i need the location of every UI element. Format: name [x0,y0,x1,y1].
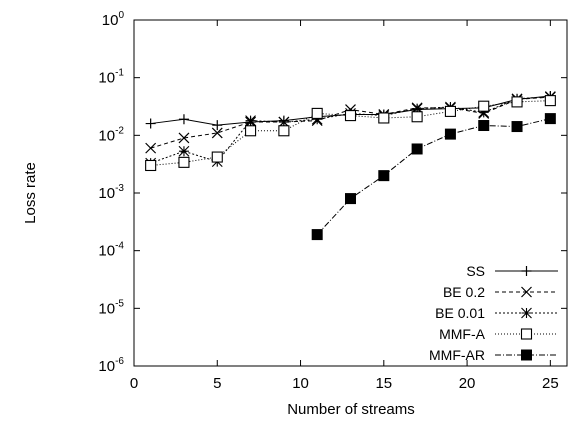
y-axis-title: Loss rate [22,162,39,224]
y-tick-base: 10 [98,127,115,144]
data-point-mmf-ar [345,193,356,205]
data-point-be-0-2 [145,142,157,154]
y-tick-exponent: -2 [115,125,124,136]
data-point-be-0-01 [178,145,190,157]
x-tick-label: 20 [459,375,476,392]
y-tick-label: 10-1 [98,68,124,87]
data-point-mmf-a [378,112,390,124]
data-point-ss [178,114,189,125]
data-point-mmf-ar [478,120,490,132]
legend-swatch-marker [520,328,533,340]
y-tick-base: 10 [102,12,119,29]
x-tick-label: 10 [292,375,309,392]
data-point-mmf-a [311,107,323,119]
series-line-be-0-2 [150,96,551,149]
y-tick-label: 10-6 [98,356,124,375]
data-point-mmf-a [178,156,190,168]
data-point-ss [212,120,223,131]
legend-entry-be-0-2: BE 0.2 [443,284,558,300]
legend-label: BE 0.01 [435,305,485,321]
data-point-mmf-ar [444,128,456,140]
legend-swatch-marker [521,349,532,361]
data-point-mmf-ar [411,143,423,155]
legend-entry-mmf-a: MMF-A [439,326,558,342]
data-point-be-0-2 [211,127,223,139]
data-point-be-0-01 [411,103,423,115]
y-tick-base: 10 [98,243,115,260]
y-tick-label: 100 [102,10,125,29]
data-point-mmf-a [444,105,456,117]
y-tick-label: 10-4 [98,241,124,260]
legend-entry-be-0-01: BE 0.01 [435,305,558,321]
legend-swatch-marker [521,307,532,319]
data-point-mmf-a [411,111,423,123]
y-tick-label: 10-3 [98,183,124,202]
x-tick-label: 5 [213,375,221,392]
legend-swatch-marker [521,286,532,298]
series-be-0-2 [145,91,556,154]
data-point-be-0-01 [245,115,256,127]
data-point-be-0-01 [478,106,490,118]
y-tick-base: 10 [98,358,115,375]
series-mmf-a [145,95,556,172]
legend-label: MMF-A [439,326,486,342]
data-point-mmf-a [211,151,223,163]
series-mmf-ar [311,113,556,241]
x-tick-label: 25 [542,375,559,392]
data-point-mmf-a [245,125,257,137]
data-point-mmf-a [478,100,490,112]
legend-swatch-marker [521,266,532,276]
y-tick-base: 10 [98,70,115,87]
data-point-mmf-ar [511,121,523,133]
series-be-0-01 [145,91,556,169]
plot-frame [133,19,568,367]
data-point-mmf-ar [544,113,556,125]
legend-entry-mmf-ar: MMF-AR [429,347,558,363]
data-point-be-0-2 [178,132,190,144]
data-point-mmf-ar [378,170,390,182]
data-point-be-0-01 [311,113,323,125]
data-point-be-0-01 [278,116,290,128]
data-point-mmf-ar [311,229,323,241]
data-point-mmf-a [278,125,290,137]
y-tick-base: 10 [98,300,115,317]
y-tick-label: 10-2 [98,125,124,144]
series-line-mmf-ar [316,118,551,235]
y-tick-exponent: -5 [115,298,124,309]
y-tick-exponent: -4 [115,241,124,252]
legend-label: SS [466,263,485,279]
data-point-mmf-a [544,95,556,107]
y-tick-label: 10-5 [98,298,124,317]
legend-label: BE 0.2 [443,284,485,300]
data-point-mmf-a [344,110,357,122]
legend-label: MMF-AR [429,347,485,363]
y-tick-exponent: -6 [115,356,124,367]
x-axis-title: Number of streams [287,401,415,418]
data-point-mmf-a [511,96,523,108]
data-point-ss [145,118,156,129]
legend-entry-ss: SS [466,263,558,279]
x-tick-label: 15 [375,375,392,392]
y-tick-exponent: 0 [118,10,124,21]
x-tick-label: 0 [130,375,138,392]
data-point-mmf-a [145,159,157,172]
y-tick-base: 10 [98,185,115,202]
y-tick-exponent: -1 [115,68,124,79]
y-tick-exponent: -3 [115,183,124,194]
